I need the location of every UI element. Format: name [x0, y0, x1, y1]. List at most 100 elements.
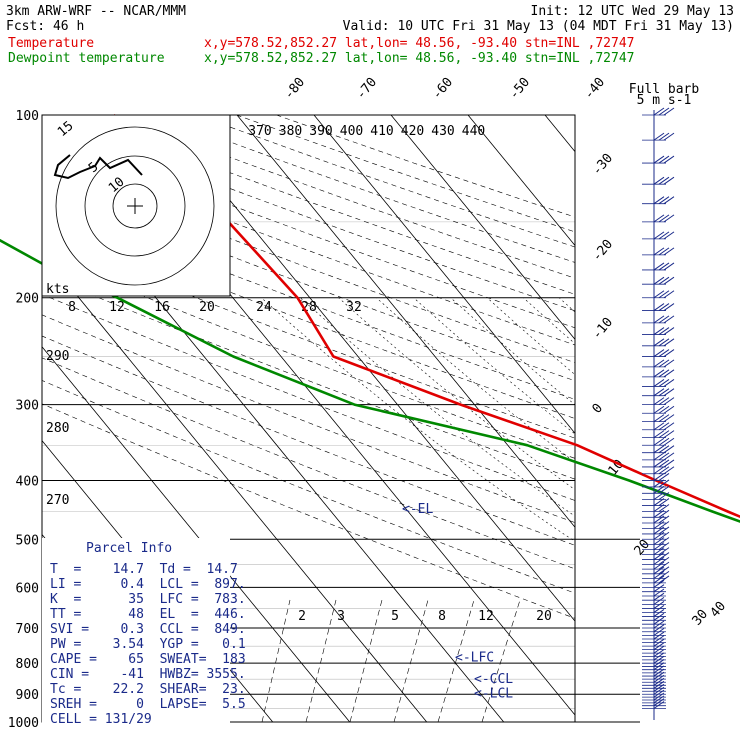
wind-barb [663, 247, 675, 256]
moist-adiabat [261, 297, 575, 542]
mixing-ratio-label: 8 [438, 609, 446, 624]
wind-barb [653, 466, 665, 475]
wind-barb [658, 379, 670, 387]
level-marker: <-CCL [474, 672, 513, 687]
theta-e-label: 8 [68, 300, 76, 315]
wind-barb [663, 466, 675, 475]
theta-label: 380 [279, 124, 302, 139]
wind-barb [663, 437, 675, 446]
wind-barb [658, 537, 670, 545]
wind-barb [658, 247, 670, 256]
dry-adiabat [276, 115, 575, 218]
isotherm-line [467, 115, 575, 247]
wind-barb [653, 609, 665, 617]
wind-barb [663, 388, 675, 397]
wind-barb [658, 570, 670, 579]
parcel-info-row: PW = 3.54 YGP = 0.1 [50, 637, 246, 652]
theta-e-label: 12 [109, 300, 125, 315]
wind-barb [653, 542, 665, 551]
theta-label: 440 [462, 124, 485, 139]
wind-barb [653, 479, 665, 488]
parcel-info-row: Tc = 22.2 SHEAR= 23. [50, 682, 246, 697]
wind-barb [663, 107, 675, 116]
wind-barb [658, 315, 670, 324]
pressure-tick-label: 700 [16, 622, 39, 637]
wind-barb [653, 649, 665, 657]
wind-barb [658, 405, 670, 414]
wind-barb [653, 262, 665, 271]
isotherm-line [313, 115, 575, 434]
wind-barb [658, 473, 670, 481]
wind-barb [663, 379, 675, 387]
wind-barb [653, 231, 665, 240]
wind-barb [658, 107, 670, 116]
wind-barb [658, 397, 670, 406]
wind-barb [653, 627, 665, 636]
isotherm-line [699, 115, 740, 722]
isotherm-label: -60 [430, 75, 457, 103]
wind-barb [653, 552, 665, 560]
wind-barb [658, 498, 670, 506]
wind-barb [653, 624, 665, 633]
wind-barb [653, 430, 665, 439]
wind-barb [663, 397, 675, 406]
mixing-ratio-label: 20 [536, 609, 552, 624]
wind-barb [653, 414, 665, 423]
wind-barb [653, 579, 665, 588]
wind-barb [658, 176, 670, 185]
theta-label: 280 [46, 421, 69, 436]
isotherm-line [544, 115, 575, 153]
theta-e-label: 20 [199, 300, 215, 315]
wind-barb [663, 359, 675, 368]
wind-barb [658, 479, 670, 488]
dry-adiabat [42, 357, 575, 570]
isotherm-line [390, 115, 575, 341]
wind-barb [653, 645, 665, 654]
pressure-tick-label: 400 [16, 474, 39, 489]
wind-barb [653, 566, 665, 575]
wind-barb [658, 459, 670, 468]
wind-barb [658, 196, 670, 205]
pressure-tick-label: 1000 [8, 716, 39, 731]
wind-barb [663, 452, 675, 461]
dry-adiabat [42, 274, 575, 480]
model-title: 3km ARW-WRF -- NCAR/MMM [6, 4, 186, 19]
mixing-ratio-label: 12 [478, 609, 494, 624]
wind-barb [653, 652, 665, 661]
wind-barb [653, 537, 665, 545]
theta-label: 270 [46, 493, 69, 508]
theta-label: 430 [431, 124, 454, 139]
wind-barb [658, 515, 670, 524]
wind-barb [663, 422, 675, 431]
pressure-tick-label: 900 [16, 688, 39, 703]
wind-barb [658, 214, 670, 223]
wind-barb [658, 521, 670, 529]
wind-barb [653, 680, 665, 689]
moist-adiabat [413, 297, 575, 435]
wind-barb [653, 176, 665, 185]
parcel-info-title: Parcel Info [86, 541, 172, 556]
wind-barb [658, 575, 670, 584]
wind-barb [658, 262, 670, 271]
wind-barb [653, 509, 665, 518]
wind-barb [663, 214, 675, 223]
isotherm-label: -80 [282, 75, 309, 103]
isotherm-label: -10 [590, 315, 617, 343]
wind-barb [658, 542, 670, 551]
wind-barb [653, 405, 665, 414]
wind-barb [653, 547, 665, 556]
valid-time: Valid: 10 UTC Fri 31 May 13 (04 MDT Fri … [343, 19, 734, 34]
wind-barb [653, 689, 665, 698]
wind-barb [663, 338, 675, 347]
wind-barb [653, 445, 665, 454]
wind-barb [653, 504, 665, 512]
wind-barb [663, 231, 675, 240]
profile-temperature [112, 114, 740, 519]
wind-barb [653, 692, 665, 701]
pressure-tick-label: 100 [16, 109, 39, 124]
wind-barb [653, 575, 665, 584]
wind-barb [653, 556, 665, 565]
wind-barb [658, 452, 670, 461]
dry-adiabat [42, 199, 575, 400]
wind-barb [653, 349, 665, 357]
